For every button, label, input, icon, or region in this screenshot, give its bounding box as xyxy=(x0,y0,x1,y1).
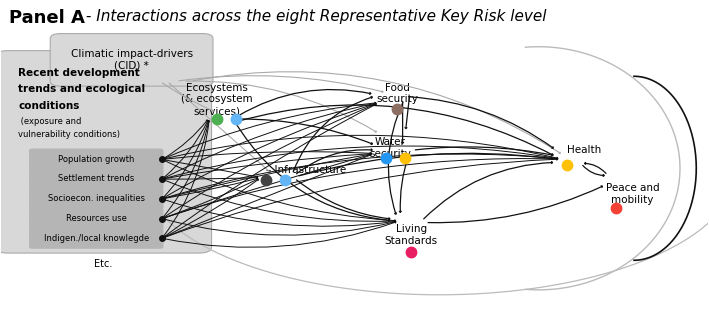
Text: Climatic impact-drivers
(CID) *: Climatic impact-drivers (CID) * xyxy=(70,49,193,71)
FancyBboxPatch shape xyxy=(29,208,164,229)
Text: Food
security: Food security xyxy=(376,83,418,105)
Text: Settlement trends: Settlement trends xyxy=(58,175,134,183)
Text: Indigen./local knowlegde: Indigen./local knowlegde xyxy=(43,234,149,243)
Text: conditions: conditions xyxy=(18,101,79,111)
Text: Panel A: Panel A xyxy=(9,9,85,27)
FancyBboxPatch shape xyxy=(29,168,164,190)
FancyBboxPatch shape xyxy=(0,50,211,253)
Text: Etc.: Etc. xyxy=(94,259,113,269)
Text: Water
security: Water security xyxy=(369,137,411,159)
Text: (exposure and: (exposure and xyxy=(18,117,82,126)
Text: Recent development: Recent development xyxy=(18,68,140,78)
Text: Population growth: Population growth xyxy=(58,155,135,164)
Text: Health: Health xyxy=(566,145,601,155)
Text: - Interactions across the eight Representative Key Risk level: - Interactions across the eight Represen… xyxy=(81,9,546,24)
FancyBboxPatch shape xyxy=(29,148,164,170)
Text: trends and ecological: trends and ecological xyxy=(18,84,145,94)
Text: vulnerability conditions): vulnerability conditions) xyxy=(18,130,121,140)
Text: Resources use: Resources use xyxy=(66,214,127,223)
Text: Socioecon. inequalities: Socioecon. inequalities xyxy=(48,194,145,203)
Text: Peace and
mobility: Peace and mobility xyxy=(605,183,659,205)
Text: – Infrastructure: – Infrastructure xyxy=(266,165,346,175)
FancyBboxPatch shape xyxy=(29,227,164,249)
Text: Living
Standards: Living Standards xyxy=(384,224,437,246)
FancyBboxPatch shape xyxy=(50,34,213,86)
FancyBboxPatch shape xyxy=(29,188,164,209)
Text: Ecosystems
(& ecosystem
services): Ecosystems (& ecosystem services) xyxy=(181,83,252,116)
